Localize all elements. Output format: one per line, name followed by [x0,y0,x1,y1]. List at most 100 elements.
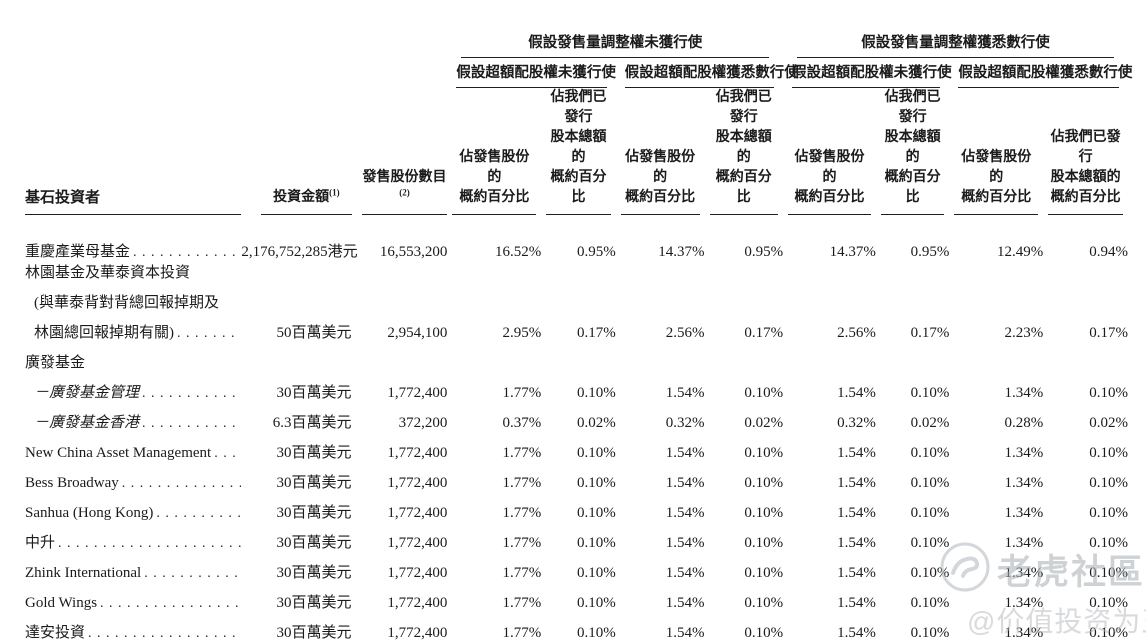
dot-leader [100,595,241,612]
pct-cell: 0.10% [1089,475,1128,491]
pct-cell: 1.34% [1004,505,1044,521]
column-header-label: 佔我們已發行 股本總額的 概約百分比 [709,88,779,215]
table-row: Gold Wings 30百萬美元 1,772,400 1.77% 0.10% … [25,591,1128,621]
amount-cell: 30百萬美元 [276,385,352,401]
column-header-label: 佔發售股份的 概約百分比 [788,148,871,215]
table-row: Sanhua (Hong Kong) 30百萬美元 1,772,400 1.77… [25,501,1128,531]
table-row: 中升 30百萬美元 1,772,400 1.77% 0.10% 1.54% 0.… [25,531,1128,561]
subgroup-header: 假設超額配股權未獲行使 [783,58,952,88]
column-header-label: 基石投資者 [25,188,242,215]
pct-cell [949,291,1043,321]
column-header-label: 投資金額 [273,190,330,205]
investor-name: 廣發基金 [25,355,86,371]
investor-name: Bess Broadway [25,475,119,491]
investor-name: Sanhua (Hong Kong) [25,505,154,521]
investor-cell: 林園基金及華泰資本投資 [25,261,241,291]
pct-cell: 1.77% [502,445,542,461]
pct-cell [705,291,784,321]
column-header-label: 佔發售股份的 概約百分比 [954,148,1039,215]
pct-cell: 1.77% [502,595,542,611]
pct-cell: 1.54% [837,595,876,611]
group-header-full-adjustment: 假設發售量調整權獲悉數行使 [783,12,1128,58]
pct-cell: 0.28% [1004,415,1044,431]
shares-cell: 1,772,400 [387,595,448,611]
table-body: 重慶產業母基金 2,176,752,285港元 16,553,200 16.52… [25,215,1128,642]
investor-cell: New China Asset Management [25,441,241,471]
pct-cell: 2.56% [665,325,705,341]
pct-cell: 1.54% [837,535,876,551]
amount-cell [241,291,351,321]
pct-cell [1043,261,1128,291]
pct-cell: 0.10% [910,505,950,521]
table-row: New China Asset Management 30百萬美元 1,772,… [25,441,1128,471]
pct-cell: 1.54% [665,445,705,461]
pct-cell: 0.10% [1089,595,1128,611]
investor-cell: Gold Wings [25,591,241,621]
column-header-amount: 投資金額(1) [241,88,352,215]
shares-cell: 1,772,400 [387,385,448,401]
table-row: Bess Broadway 30百萬美元 1,772,400 1.77% 0.1… [25,471,1128,501]
amount-cell: 30百萬美元 [276,445,352,461]
subgroup-header: 假設超額配股權獲悉數行使 [616,58,799,88]
header-spacer [25,58,447,88]
pct-cell [541,351,615,381]
column-header-pct-offer: 佔發售股份的 概約百分比 [616,88,705,215]
investor-cell: Zhink International [25,561,241,591]
pct-cell [876,291,949,321]
dot-leader [122,475,242,492]
footnote-marker: (1) [329,187,340,198]
group-header-row: 假設發售量調整權未獲行使 假設發售量調整權獲悉數行使 [25,12,1128,58]
pct-cell [616,261,705,291]
pct-cell: 0.10% [1089,625,1128,641]
table-row: Zhink International 30百萬美元 1,772,400 1.7… [25,561,1128,591]
pct-cell: 0.17% [577,325,616,341]
pct-cell: 1.54% [837,625,876,641]
column-header-label: 佔我們已發行 股本總額的 概約百分比 [880,88,945,215]
footnote-marker: (2) [399,187,410,198]
column-header-label: 佔我們已發行 股本總額的 概約百分比 [546,88,611,215]
pct-cell: 0.10% [1089,565,1128,581]
group-header-no-adjustment: 假設發售量調整權未獲行使 [447,12,783,58]
column-header-pct-offer: 佔發售股份的 概約百分比 [783,88,876,215]
pct-cell: 1.54% [837,385,876,401]
amount-cell: 30百萬美元 [276,535,352,551]
pct-cell [783,261,876,291]
pct-cell: 0.17% [1089,325,1128,341]
subgroup-header-row: 假設超額配股權未獲行使 假設超額配股權獲悉數行使 假設超額配股權未獲行使 假設超… [25,58,1132,88]
pct-cell: 1.54% [837,445,876,461]
column-header-label: 佔發售股份的 概約百分比 [620,148,700,215]
shares-cell [352,291,448,321]
investor-cell: (與華泰背對背總回報掉期及 [25,291,241,321]
pct-cell: 1.34% [1004,595,1044,611]
shares-cell: 1,772,400 [387,445,448,461]
pct-cell [876,351,949,381]
pct-cell: 1.34% [1004,475,1044,491]
pct-cell: 0.17% [910,325,950,341]
pct-cell: 14.37% [829,244,876,260]
pct-cell: 0.02% [1089,415,1128,431]
amount-cell: 30百萬美元 [276,595,352,611]
pct-cell: 1.34% [1004,445,1044,461]
pct-cell: 2.23% [1004,325,1044,341]
pct-cell: 14.37% [658,244,705,260]
pct-cell [876,261,949,291]
investor-cell: 林園總回報掉期有關) [25,321,241,351]
pct-cell: 0.94% [1089,244,1128,260]
investor-cell: 達安投資 [25,621,241,642]
pct-cell: 1.77% [502,385,542,401]
pct-cell: 1.77% [502,475,542,491]
investor-name: 林園總回報掉期有關) [34,325,174,341]
column-header-label: 佔發售股份的 概約百分比 [452,148,537,215]
amount-cell: 6.3百萬美元 [272,415,352,431]
shares-cell [352,351,448,381]
dot-leader [214,445,241,462]
pct-cell: 1.54% [665,385,705,401]
investor-cell: 重慶產業母基金 [25,215,241,261]
column-header-investor: 基石投資者 [25,88,242,215]
table-row: －廣發基金香港 6.3百萬美元 372,200 0.37% 0.02% 0.32… [25,411,1128,441]
column-header-shares: 發售股份數目 (2) [352,88,448,215]
pct-cell: 0.10% [1089,445,1128,461]
pct-cell: 1.77% [502,535,542,551]
pct-cell: 1.54% [665,535,705,551]
pct-cell [783,291,876,321]
